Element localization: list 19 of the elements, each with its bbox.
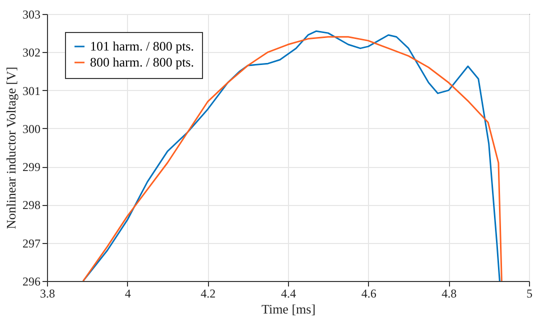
- y-tick-label: 298: [22, 198, 40, 212]
- x-tick-label: 4.2: [200, 286, 216, 300]
- y-tick-label: 297: [22, 236, 40, 250]
- y-tick-label: 303: [22, 8, 40, 22]
- y-tick-label: 299: [22, 160, 40, 174]
- y-tick-label: 302: [22, 46, 40, 60]
- y-tick-label: 300: [22, 122, 40, 136]
- y-tick-label: 296: [22, 274, 40, 288]
- x-tick-label: 4.4: [281, 286, 296, 300]
- legend-label: 800 harm. / 800 pts.: [90, 54, 194, 70]
- legend-label: 101 harm. / 800 pts.: [90, 38, 194, 54]
- x-axis-title: Time [ms]: [261, 302, 316, 316]
- x-tick-label: 4.8: [442, 286, 457, 300]
- x-tick-label: 4: [124, 286, 131, 300]
- x-tick-label: 5: [526, 286, 532, 300]
- y-tick-label: 301: [22, 84, 40, 98]
- y-axis-title: Nonlinear inductor Voltage [V]: [4, 66, 18, 230]
- x-tick-label: 4.6: [361, 286, 376, 300]
- x-tick-label: 3.8: [40, 286, 55, 300]
